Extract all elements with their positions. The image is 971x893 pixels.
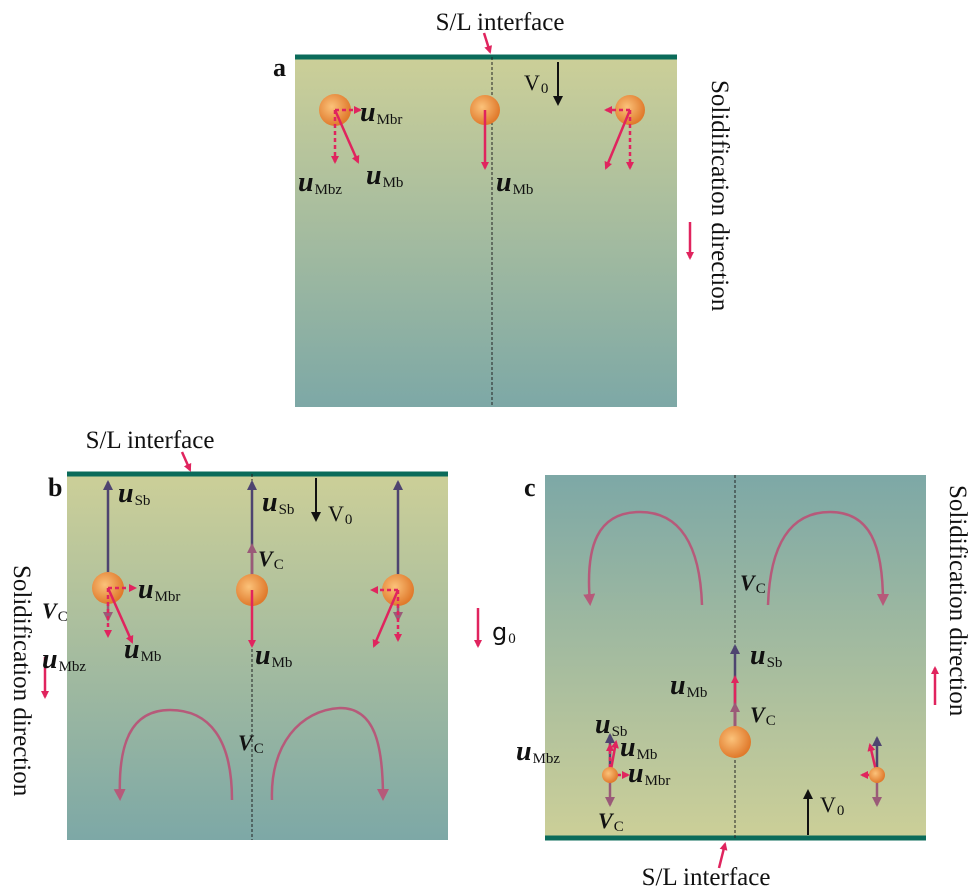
subscript: Mb bbox=[383, 175, 404, 191]
subscript: C bbox=[756, 581, 766, 597]
arrow bbox=[182, 452, 190, 470]
symbol: u bbox=[118, 478, 134, 509]
symbol: u bbox=[360, 97, 376, 128]
subscript: 0 bbox=[508, 631, 516, 647]
subscript: Sb bbox=[279, 502, 295, 518]
symbol: V bbox=[258, 546, 275, 571]
subscript: C bbox=[254, 741, 264, 757]
subscript: Mbz bbox=[533, 751, 561, 767]
subscript: C bbox=[58, 609, 68, 625]
symbol: u bbox=[42, 644, 58, 675]
panel-letter: b bbox=[48, 473, 62, 502]
subscript: Mb bbox=[687, 685, 708, 701]
symbol: u bbox=[750, 640, 766, 671]
panel-letter: a bbox=[273, 53, 286, 82]
symbol: V bbox=[238, 730, 255, 755]
panel-a: S/L interface a Solidification direction bbox=[273, 9, 733, 407]
bubble bbox=[869, 767, 885, 783]
subscript: Mbr bbox=[155, 589, 181, 605]
symbol: u bbox=[628, 758, 644, 789]
vector-label: g0 bbox=[492, 618, 516, 647]
symbol: u bbox=[262, 487, 278, 518]
interface-label: S/L interface bbox=[86, 427, 215, 454]
symbol: V bbox=[598, 808, 615, 833]
subscript: Mbr bbox=[645, 773, 671, 789]
subscript: Mb bbox=[513, 182, 534, 198]
symbol: V bbox=[750, 702, 767, 727]
subscript: 0 bbox=[837, 803, 845, 819]
subscript: Sb bbox=[135, 493, 151, 509]
symbol: V bbox=[740, 570, 757, 595]
symbol: g bbox=[492, 618, 507, 646]
symbol: u bbox=[670, 670, 686, 701]
direction-label: Solidification direction bbox=[8, 565, 35, 797]
figure: S/L interface a Solidification direction… bbox=[0, 0, 971, 893]
symbol: u bbox=[595, 709, 611, 740]
subscript: Sb bbox=[767, 655, 783, 671]
subscript: Mbz bbox=[315, 182, 343, 198]
panel-c: c S/L interface Solidification direction bbox=[524, 473, 971, 891]
panel-b: S/L interface b Solidification direction bbox=[8, 427, 478, 840]
vector-label: VC bbox=[42, 598, 68, 625]
symbol: u bbox=[496, 167, 512, 198]
direction-label: Solidification direction bbox=[706, 80, 733, 312]
symbol: u bbox=[124, 634, 140, 665]
symbol: u bbox=[298, 167, 314, 198]
symbol: u bbox=[516, 736, 532, 767]
subscript: C bbox=[274, 557, 284, 573]
interface-label: S/L interface bbox=[642, 864, 771, 891]
subscript: Mb bbox=[272, 655, 293, 671]
bubble bbox=[602, 767, 618, 783]
symbol: u bbox=[366, 160, 382, 191]
symbol: u bbox=[255, 640, 271, 671]
interface-label: S/L interface bbox=[436, 9, 565, 36]
symbol: V bbox=[328, 501, 344, 526]
symbol: V bbox=[820, 792, 836, 817]
subscript: C bbox=[766, 713, 776, 729]
subscript: C bbox=[614, 819, 624, 835]
subscript: 0 bbox=[541, 81, 549, 97]
subscript: Mbr bbox=[377, 112, 403, 128]
subscript: 0 bbox=[345, 512, 353, 528]
subscript: Mb bbox=[141, 649, 162, 665]
panel-letter: c bbox=[524, 473, 536, 502]
symbol: V bbox=[42, 598, 59, 623]
subscript: Mbz bbox=[59, 659, 87, 675]
symbol: u bbox=[138, 574, 154, 605]
direction-label: Solidification direction bbox=[944, 485, 971, 717]
symbol: V bbox=[524, 70, 540, 95]
bubble bbox=[719, 726, 751, 758]
